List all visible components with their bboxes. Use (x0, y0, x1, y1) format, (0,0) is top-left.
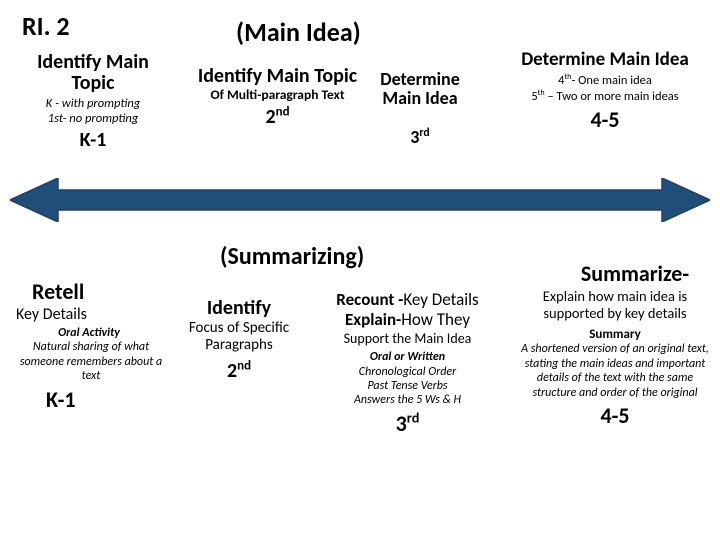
grade-label: 3rd (310, 410, 505, 437)
col-title: Determine Main Idea (500, 50, 710, 70)
summarize-top: Explain how main idea is supported by ke… (515, 288, 715, 321)
bot-col-summarize: Explain how main idea is supported by ke… (515, 288, 715, 429)
col-title: Identify (164, 296, 314, 320)
grade-label: K-1 (46, 386, 176, 413)
key-details: Key Details (16, 305, 176, 324)
bot-col-identify: Identify Focus of Specific Paragraphs 2n… (164, 296, 314, 383)
grade-label: 4-5 (500, 106, 710, 133)
grade-label: 3rd (360, 126, 480, 148)
col-title: Determine Main Idea (360, 70, 480, 108)
l2: Paragraphs (205, 336, 273, 354)
l3: Support the Main Idea (310, 331, 505, 347)
grade-label: 2nd (190, 105, 365, 129)
col-title-summarize: Summarize- (560, 260, 710, 287)
d3: Past Tense Verbs (310, 379, 505, 393)
retell-def: Natural sharing of what someone remember… (6, 340, 176, 383)
l2: Explain-How They (310, 310, 505, 330)
col-desc: K - with prompting 1st- no prompting (18, 96, 168, 126)
summary-label: Summary (515, 327, 715, 342)
d2: Chronological Order (310, 365, 505, 379)
top-col-determine-45: Determine Main Idea 4th- One main idea 5… (500, 50, 710, 133)
line-5th: 5th – Two or more main ideas (531, 89, 678, 104)
col-title: Identify Main Topic (190, 66, 365, 87)
line-4th: 4th- One main idea (558, 73, 652, 88)
oral-activity: Oral Activity (2, 326, 176, 340)
grade-label: K-1 (18, 128, 168, 152)
col-subtitle: Of Multi-paragraph Text (190, 87, 365, 103)
standard-code: RI. 2 (22, 10, 70, 42)
top-col-determine: Determine Main Idea 3rd (360, 70, 480, 148)
grade-label: 2nd (164, 359, 314, 383)
top-col-identify-topic: Identify Main Topic K - with prompting 1… (18, 52, 168, 152)
col-title: Identify Main Topic (18, 52, 168, 94)
d1: Oral or Written (310, 350, 505, 364)
page-title: (Main Idea) (236, 16, 361, 48)
top-col-identify-multi: Identify Main Topic Of Multi-paragraph T… (190, 66, 365, 129)
bot-col-retell: Retell Key Details Oral Activity Natural… (6, 278, 176, 413)
section-title-summarizing: (Summarizing) (220, 242, 364, 271)
summary-def: A shortened version of an original text,… (515, 342, 715, 400)
l1: Focus of Specific (189, 319, 289, 337)
grade-label: 4-5 (515, 402, 715, 429)
progression-arrow (10, 178, 710, 222)
col-title: Retell (32, 278, 176, 305)
l1: Recount -Key Details (310, 290, 505, 310)
d4: Answers the 5 Ws & H (310, 393, 505, 407)
bot-col-recount: Recount -Key Details Explain-How They Su… (310, 290, 505, 437)
